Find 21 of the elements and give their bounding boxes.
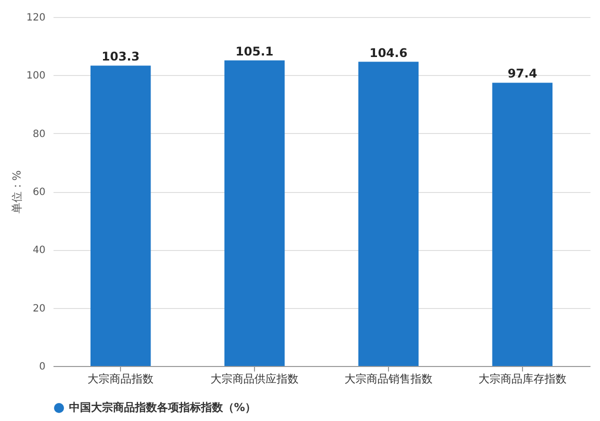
x-tick-label: 大宗商品供应指数	[210, 372, 299, 386]
y-tick-label: 120	[26, 12, 46, 24]
bar	[90, 66, 151, 366]
x-tick-label: 大宗商品库存指数	[478, 372, 566, 386]
x-tick-label: 大宗商品销售指数	[344, 372, 432, 386]
data-label: 97.4	[508, 66, 538, 81]
data-label: 105.1	[236, 44, 274, 58]
legend-label: 中国大宗商品指数各项指标指数（%）	[69, 401, 256, 414]
x-tick-label: 大宗商品指数	[88, 372, 154, 386]
y-tick-label: 100	[26, 70, 46, 82]
y-tick-label: 20	[32, 303, 46, 314]
y-tick-label: 60	[32, 187, 46, 198]
y-tick-label: 40	[32, 245, 46, 256]
bar	[492, 82, 553, 366]
data-label: 104.6	[369, 46, 408, 60]
bar	[224, 60, 285, 366]
data-label: 103.3	[102, 50, 140, 64]
bar	[358, 62, 419, 366]
y-tick-label: 80	[32, 128, 46, 140]
y-axis-title: 单位：%	[10, 170, 24, 214]
y-tick-label: 0	[39, 362, 46, 372]
